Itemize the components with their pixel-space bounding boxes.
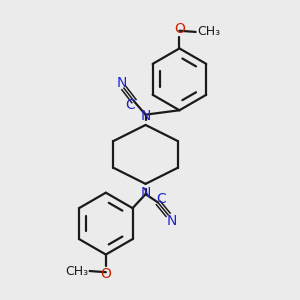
Text: O: O bbox=[100, 267, 111, 281]
Text: N: N bbox=[166, 214, 177, 228]
Text: N: N bbox=[140, 109, 151, 123]
Text: O: O bbox=[174, 22, 185, 36]
Text: C: C bbox=[125, 98, 135, 112]
Text: N: N bbox=[116, 76, 127, 90]
Text: C: C bbox=[156, 192, 166, 206]
Text: N: N bbox=[140, 186, 151, 200]
Text: CH₃: CH₃ bbox=[65, 265, 88, 278]
Text: CH₃: CH₃ bbox=[197, 26, 220, 38]
